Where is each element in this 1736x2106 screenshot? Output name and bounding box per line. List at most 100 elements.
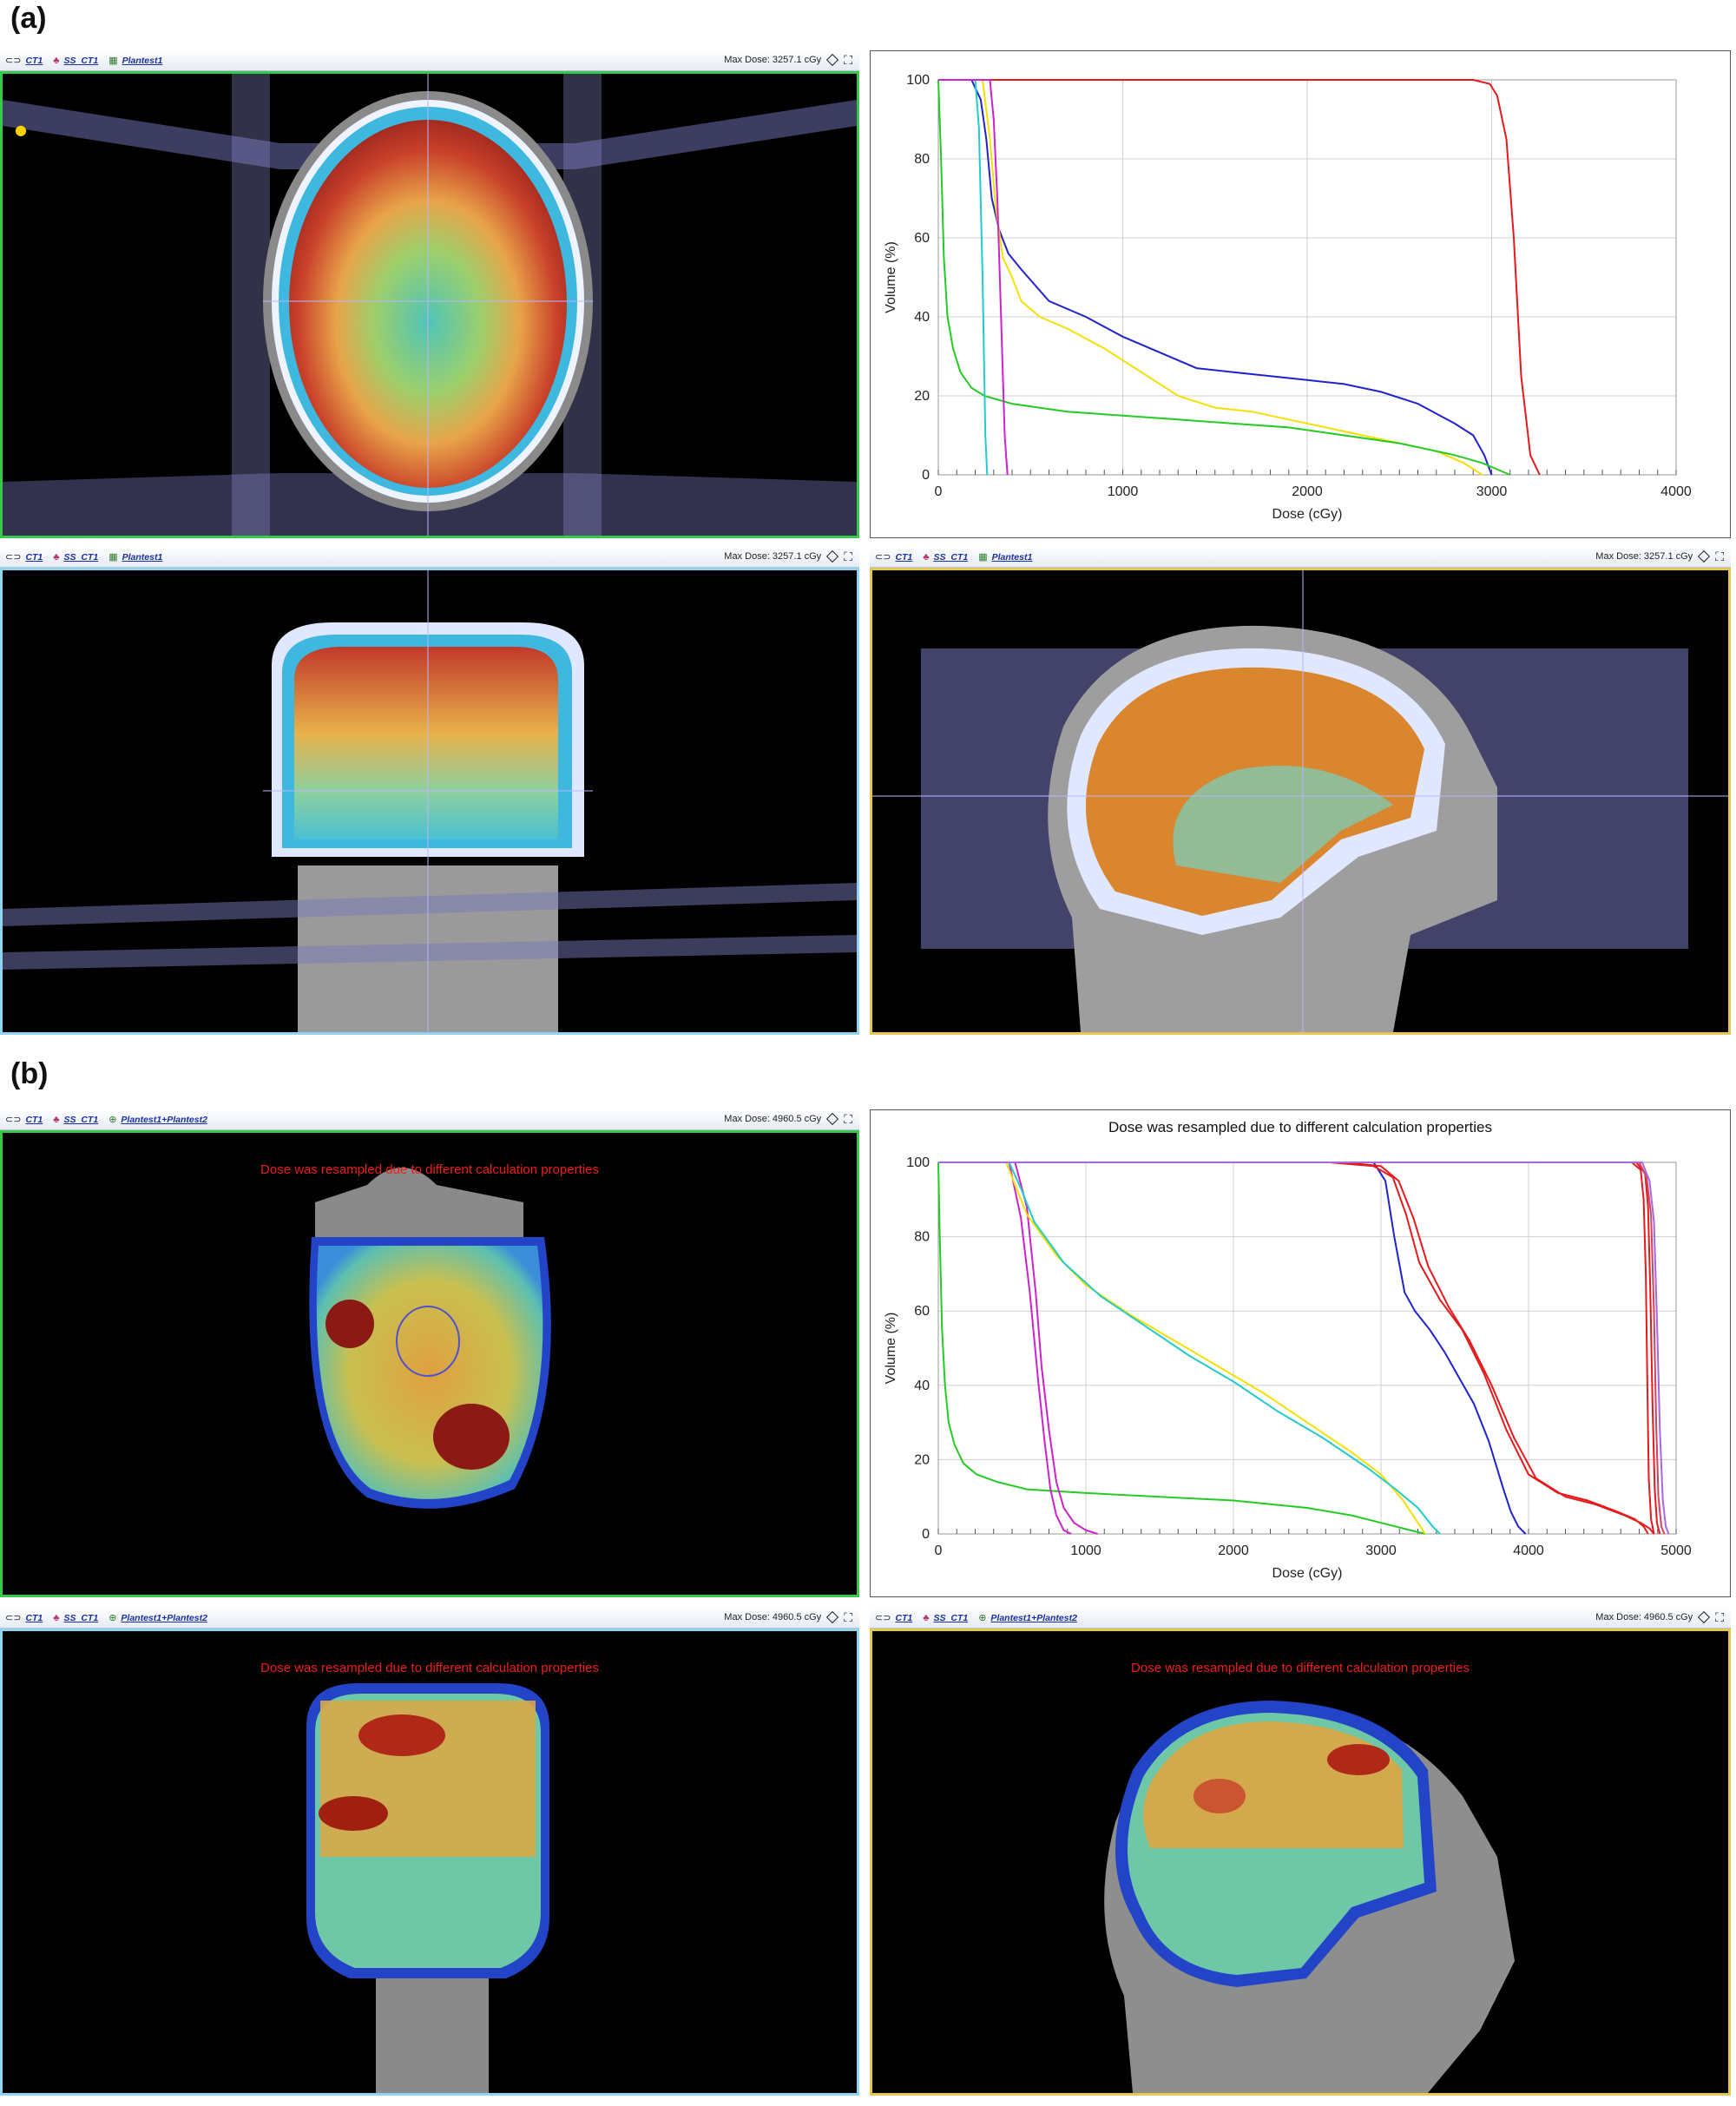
ct-icon: ⊂⊃ — [5, 552, 22, 563]
plan-link[interactable]: Plantest1+Plantest2 — [990, 1612, 1077, 1623]
viewer-toolbar: ⊂⊃ CT1 ♣ SS_CT1 ▦ Plantest1 Max Dose: 3257.… — [0, 50, 859, 71]
max-dose-label: Max Dose: 3257.1 cGy — [1595, 551, 1693, 562]
series-line-5 — [938, 1162, 1527, 1535]
y-tick-label: 40 — [914, 1379, 930, 1393]
resample-warning: Dose was resampled due to different calc… — [1131, 1661, 1470, 1675]
image-frame[interactable]: ● — [0, 71, 859, 538]
maximize-icon[interactable]: ⛶ — [1715, 550, 1724, 563]
ct-link[interactable]: CT1 — [25, 1612, 43, 1623]
plan-link[interactable]: Plantest1 — [122, 55, 163, 66]
structure-set-link[interactable]: SS_CT1 — [933, 551, 969, 563]
chart-title: Dose was resampled due to different calc… — [1108, 1119, 1492, 1135]
structure-set-link[interactable]: SS_CT1 — [933, 1612, 969, 1623]
x-tick-label: 2000 — [1292, 484, 1323, 499]
series-line-10 — [938, 1162, 1666, 1535]
x-tick-label: 5000 — [1660, 1543, 1692, 1558]
structure-set-link[interactable]: SS_CT1 — [63, 55, 99, 66]
x-tick-label: 4000 — [1660, 484, 1692, 499]
structure-set-icon: ♣ — [923, 551, 930, 563]
y-axis-label: Volume (%) — [884, 241, 898, 313]
y-tick-label: 60 — [914, 1304, 930, 1319]
ct-icon: ⊂⊃ — [5, 1115, 22, 1125]
series-line-1 — [938, 79, 1493, 476]
image-frame[interactable]: Dose was resampled due to different calc… — [0, 1130, 859, 1597]
y-tick-label: 60 — [914, 231, 930, 246]
dvh-chart-a: 0 1000 2000 3000 4000 0 20 40 60 80 100 Dose (cGy) V… — [870, 50, 1731, 538]
y-tick-label: 0 — [922, 468, 930, 483]
ct-link[interactable]: CT1 — [895, 551, 913, 563]
x-tick-label: 3000 — [1476, 484, 1508, 499]
coronal-viewer-b[interactable]: ⊂⊃ CT1 ♣ SS_CT1 ⊕ Plantest1+Plantest2 Max D… — [0, 1608, 859, 2096]
series-line-5 — [938, 79, 1009, 476]
svg-text:●: ● — [15, 122, 27, 138]
sagittal-viewer-b[interactable]: ⊂⊃ CT1 ♣ SS_CT1 ⊕ Plantest1+Plantest2 Max D… — [870, 1608, 1731, 2096]
series-line-4 — [938, 1162, 1441, 1535]
image-frame[interactable]: Dose was resampled due to different calc… — [870, 1629, 1731, 2096]
coronal-viewer-a[interactable]: ⊂⊃ CT1 ♣ SS_CT1 ▦ Plantest1 Max Dose: 3257.… — [0, 547, 859, 1035]
series-line-3 — [937, 79, 1511, 476]
series-line-8 — [938, 1162, 1655, 1535]
structure-set-icon: ♣ — [53, 1114, 60, 1125]
plan-link[interactable]: Plantest1 — [122, 551, 163, 563]
image-frame[interactable] — [870, 568, 1731, 1035]
viewer-toolbar: ⊂⊃ CT1 ♣ SS_CT1 ▦ Plantest1 Max Dose: 3257.… — [870, 547, 1731, 568]
max-dose-label: Max Dose: 4960.5 cGy — [724, 1612, 822, 1622]
series-line-6 — [938, 1162, 1649, 1535]
ct-link[interactable]: CT1 — [895, 1612, 913, 1623]
structure-set-link[interactable]: SS_CT1 — [63, 551, 99, 563]
plan-icon: ▦ — [108, 56, 118, 66]
reference-point-icon[interactable] — [826, 53, 839, 67]
viewer-toolbar: ⊂⊃ CT1 ♣ SS_CT1 ⊕ Plantest1+Plantest2 Max D… — [0, 1608, 859, 1629]
x-tick-label: 1000 — [1108, 484, 1139, 499]
structure-set-link[interactable]: SS_CT1 — [63, 1612, 99, 1623]
x-tick-label: 4000 — [1513, 1543, 1544, 1558]
x-axis-label: Dose (cGy) — [1272, 507, 1343, 522]
series-line-2 — [938, 79, 1483, 476]
maximize-icon[interactable]: ⛶ — [1715, 1610, 1724, 1624]
reference-point-icon[interactable] — [826, 1112, 839, 1126]
image-frame[interactable]: Dose was resampled due to different calc… — [0, 1629, 859, 2096]
y-tick-label: 20 — [914, 389, 930, 404]
section-label-a: (a) — [10, 2, 47, 35]
plan-icon: ▦ — [978, 552, 988, 563]
y-tick-label: 80 — [914, 152, 930, 167]
reference-point-icon[interactable] — [1698, 1610, 1711, 1624]
series-line-0 — [938, 79, 1541, 476]
axial-viewer-b[interactable]: ⊂⊃ CT1 ♣ SS_CT1 ⊕ Plantest1+Plantest2 Max D… — [0, 1109, 859, 1597]
y-tick-label: 80 — [914, 1230, 930, 1245]
axial-viewer-a[interactable]: ⊂⊃ CT1 ♣ SS_CT1 ▦ Plantest1 Max Dose: 3257.… — [0, 50, 859, 538]
sagittal-viewer-a[interactable]: ⊂⊃ CT1 ♣ SS_CT1 ▦ Plantest1 Max Dose: 3257.… — [870, 547, 1731, 1035]
ct-link[interactable]: CT1 — [25, 55, 43, 66]
y-tick-label: 0 — [922, 1527, 930, 1542]
plan-link[interactable]: Plantest1+Plantest2 — [121, 1114, 207, 1125]
series-line-9 — [938, 1162, 1661, 1535]
maximize-icon[interactable]: ⛶ — [844, 1112, 852, 1126]
viewer-toolbar: ⊂⊃ CT1 ♣ SS_CT1 ▦ Plantest1 Max Dose: 3257.… — [0, 547, 859, 568]
resample-warning: Dose was resampled due to different calc… — [260, 1162, 599, 1177]
plan-icon: ▦ — [108, 552, 118, 563]
plan-link[interactable]: Plantest1 — [991, 551, 1033, 563]
series-line-1 — [938, 1162, 1072, 1535]
ct-link[interactable]: CT1 — [25, 1114, 43, 1125]
structure-set-link[interactable]: SS_CT1 — [63, 1114, 99, 1125]
structure-set-icon: ♣ — [53, 55, 60, 66]
reference-point-icon[interactable] — [826, 550, 839, 563]
max-dose-label: Max Dose: 4960.5 cGy — [724, 1114, 822, 1124]
max-dose-label: Max Dose: 4960.5 cGy — [1595, 1612, 1693, 1622]
reference-point-icon[interactable] — [1698, 550, 1711, 563]
reference-point-icon[interactable] — [826, 1610, 839, 1624]
maximize-icon[interactable]: ⛶ — [844, 53, 852, 67]
plan-link[interactable]: Plantest1+Plantest2 — [121, 1612, 207, 1623]
x-tick-label: 1000 — [1070, 1543, 1101, 1558]
ct-icon: ⊂⊃ — [5, 1613, 22, 1623]
maximize-icon[interactable]: ⛶ — [844, 1610, 852, 1624]
image-frame[interactable] — [0, 568, 859, 1035]
ct-link[interactable]: CT1 — [25, 551, 43, 563]
plan-sum-icon: ⊕ — [108, 1115, 117, 1125]
ct-icon: ⊂⊃ — [875, 552, 891, 563]
maximize-icon[interactable]: ⛶ — [844, 550, 852, 563]
dvh-chart-b: Dose was resampled due to different calc… — [870, 1109, 1731, 1597]
ct-icon: ⊂⊃ — [875, 1613, 891, 1623]
series-line-7 — [938, 1162, 1655, 1535]
plan-sum-icon: ⊕ — [108, 1613, 117, 1623]
